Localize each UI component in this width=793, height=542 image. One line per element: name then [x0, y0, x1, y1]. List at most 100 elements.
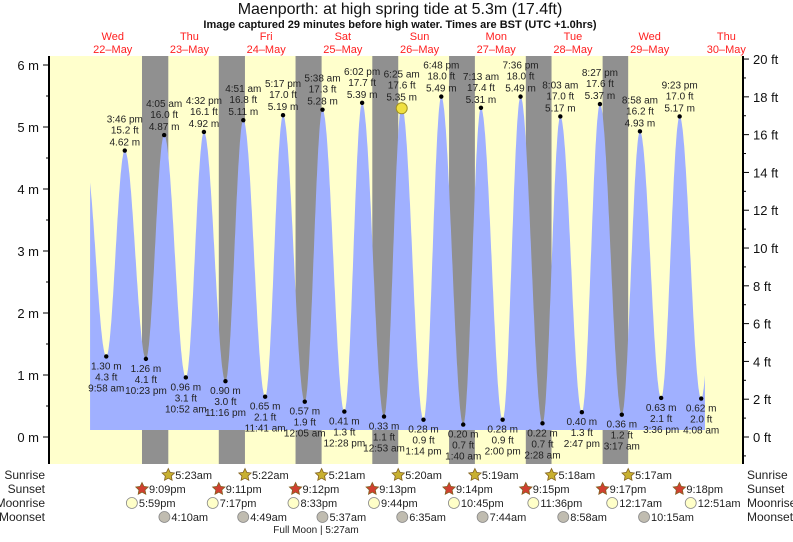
low-tide-point [421, 417, 426, 422]
sunset-row-label-right: Sunset [747, 482, 785, 496]
moonset-time: 8:58am [570, 512, 607, 524]
high-tide-time: 4:51 am [225, 84, 261, 95]
sunset-star-icon [288, 481, 303, 496]
high-tide-time: 8:58 am [622, 95, 658, 106]
high-tide-time: 7:36 pm [502, 61, 538, 72]
moonrise-moon-icon [527, 497, 540, 509]
high-tide-point [122, 148, 127, 153]
sunrise-time: 5:23am [175, 470, 212, 482]
moonrise-row-label-right: Moonrise [747, 496, 793, 510]
high-tide-time: 4:05 am [146, 99, 182, 110]
low-tide-point [342, 409, 347, 414]
day-date: 30–May [707, 44, 747, 56]
moonrise-row-label-left: Moonrise [0, 496, 45, 510]
low-tide-time: 2:47 pm [564, 439, 600, 450]
low-tide-m: 0.36 m [607, 420, 638, 431]
ft-tick-label: 18 ft [753, 90, 779, 105]
m-tick-label: 3 m [17, 244, 39, 259]
ft-tick-label: 6 ft [753, 317, 771, 332]
day-date: 26–May [400, 44, 440, 56]
low-tide-time: 10:52 am [165, 404, 207, 415]
high-tide-time: 6:02 pm [344, 67, 380, 78]
low-tide-point [461, 422, 466, 427]
low-tide-ft: 1.3 ft [333, 428, 355, 439]
day-name: Sun [410, 31, 430, 43]
sunrise-star-icon [391, 467, 406, 482]
high-tide-point [439, 94, 444, 99]
sunrise-star-icon [544, 467, 559, 482]
low-tide-ft: 0.7 ft [531, 439, 553, 450]
day-name: Thu [180, 31, 199, 43]
high-tide-time: 4:32 pm [186, 96, 222, 107]
moonset-moon-icon [316, 511, 329, 523]
moonrise-moon-icon [287, 497, 300, 509]
sunset-time: 9:13pm [379, 484, 416, 496]
sunset-time: 9:14pm [456, 484, 493, 496]
low-tide-ft: 0.9 ft [492, 436, 514, 447]
m-tick-label: 6 m [17, 58, 39, 73]
high-tide-point [478, 105, 484, 110]
low-tide-time: 2:28 am [524, 450, 560, 461]
high-tide-ft: 17.7 ft [348, 78, 376, 89]
low-tide-m: 0.65 m [250, 402, 281, 413]
high-tide-time: 3:46 pm [107, 115, 143, 126]
high-tide-time: 8:27 pm [582, 68, 618, 79]
high-tide-ft: 17.3 ft [309, 85, 337, 96]
high-tide-m: 5.37 m [585, 91, 616, 102]
day-name: Tue [564, 31, 583, 43]
low-tide-point [302, 399, 307, 404]
ft-tick-label: 12 ft [753, 203, 779, 218]
high-tide-time: 8:03 am [542, 80, 578, 91]
sunrise-star-icon [161, 467, 176, 482]
sunset-star-icon [595, 481, 610, 496]
sunrise-star-icon [467, 467, 482, 482]
low-tide-point [223, 379, 228, 384]
moonrise-time: 5:59pm [139, 498, 176, 510]
moon-phase-label: Full Moon | 5:27am [273, 525, 358, 536]
low-tide-point [540, 421, 545, 426]
low-tide-time: 9:58 am [88, 383, 124, 394]
high-tide-point [518, 94, 523, 99]
low-tide-ft: 1.2 ft [611, 431, 633, 442]
low-tide-time: 12:28 pm [323, 439, 365, 450]
high-tide-point [201, 129, 207, 135]
high-tide-time: 6:25 am [384, 69, 420, 80]
low-tide-m: 0.40 m [567, 417, 598, 428]
low-tide-ft: 3.1 ft [175, 393, 197, 404]
sunrise-time: 5:18am [559, 470, 596, 482]
sunset-time: 9:15pm [533, 484, 570, 496]
low-tide-m: 0.57 m [289, 407, 320, 418]
low-tide-point [579, 410, 585, 415]
low-tide-m: 0.63 m [646, 403, 677, 414]
low-tide-ft: 4.1 ft [135, 375, 157, 386]
moonrise-time: 9:44pm [381, 498, 418, 510]
high-tide-m: 5.31 m [466, 95, 497, 106]
high-tide-m: 5.28 m [307, 97, 338, 108]
low-tide-time: 2:00 pm [485, 447, 521, 458]
sun-moon-almanac: Sunrise Sunrise 5:23am 5:22am 5:21am 5:20am 5:… [0, 467, 793, 536]
high-tide-point [677, 114, 682, 119]
m-tick-label: 0 m [17, 430, 39, 445]
low-tide-time: 1:14 pm [405, 447, 441, 458]
low-tide-ft: 0.9 ft [412, 436, 434, 447]
current-time-marker [395, 102, 408, 115]
moonset-time: 4:49am [250, 512, 287, 524]
day-labels: Wed22–MayThu23–MayFri24–MaySat25–MaySun2… [93, 31, 746, 56]
m-tick-label: 1 m [17, 368, 39, 383]
ft-tick-label: 8 ft [753, 279, 771, 294]
high-tide-m: 5.19 m [268, 102, 299, 113]
high-tide-ft: 18.0 ft [427, 72, 455, 83]
day-name: Sat [335, 31, 352, 43]
high-tide-ft: 17.6 ft [586, 79, 614, 90]
low-tide-time: 3:17 am [604, 442, 640, 453]
high-tide-m: 5.17 m [664, 103, 695, 114]
ft-tick-label: 20 ft [753, 52, 779, 67]
low-tide-m: 0.96 m [171, 382, 202, 393]
high-tide-time: 9:23 pm [662, 80, 698, 91]
ft-tick-label: 0 ft [753, 430, 771, 445]
day-name: Thu [717, 31, 736, 43]
sunset-star-icon [672, 481, 687, 496]
ft-tick-label: 2 ft [753, 392, 771, 407]
m-tick-label: 5 m [17, 120, 39, 135]
